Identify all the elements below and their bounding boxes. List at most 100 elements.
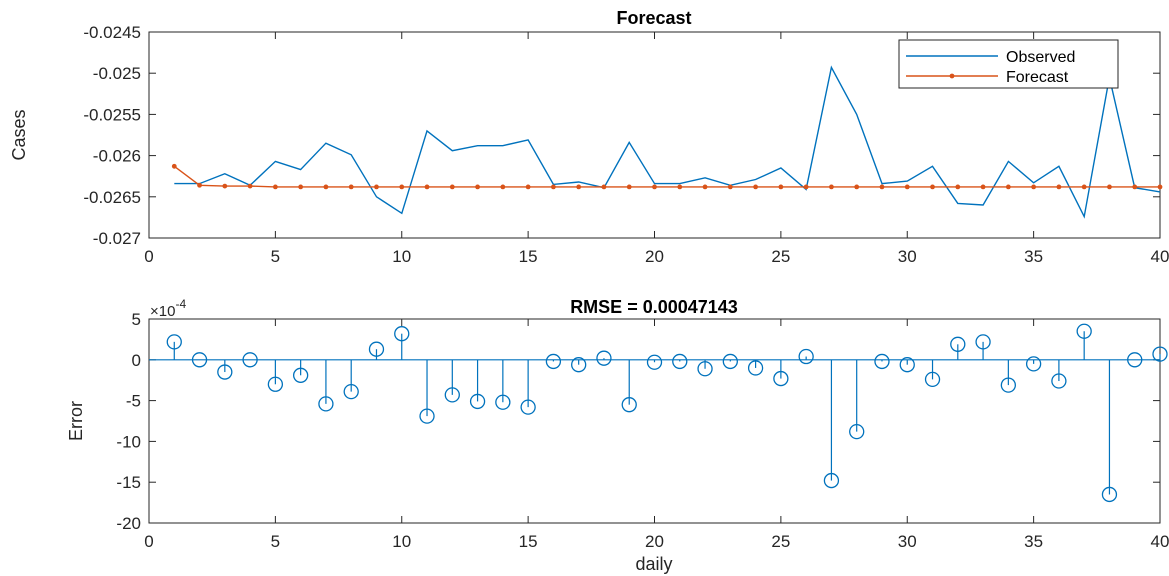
stem-marker: [267, 376, 284, 392]
stem-marker: [849, 423, 865, 440]
forecast-point: [753, 184, 758, 190]
forecast-point: [525, 184, 531, 190]
forecast-point: [1157, 184, 1163, 190]
forecast-point: [551, 184, 556, 190]
error-plot-axes-box: [148, 318, 1161, 524]
y-tick-label: -0.0255: [83, 105, 141, 124]
forecast-point: [424, 184, 430, 190]
stem-marker: [1152, 346, 1168, 362]
forecast-point: [879, 184, 885, 190]
x-tick-label: 10: [392, 532, 411, 551]
stem-marker: [924, 371, 941, 388]
x-tick-label: 0: [144, 247, 153, 266]
forecast-point: [1107, 184, 1112, 190]
stem-marker: [520, 399, 536, 415]
stem-marker: [823, 472, 840, 489]
x-tick-label: 5: [271, 532, 280, 551]
forecast-point: [1031, 184, 1037, 190]
stem-marker: [1000, 377, 1016, 393]
x-tick-label: 0: [144, 532, 153, 551]
stem-marker: [217, 364, 233, 380]
stem-marker: [166, 334, 182, 350]
error-y-axis-label: Error: [66, 401, 86, 441]
stem-marker: [242, 352, 258, 368]
forecast-point: [626, 184, 632, 190]
legend-observed-label: Observed: [1006, 49, 1075, 66]
forecast-point: [374, 184, 379, 190]
x-tick-label: 30: [898, 247, 917, 266]
y-exponent-base: ×10: [150, 303, 175, 320]
y-tick-label: -5: [126, 392, 141, 411]
y-tick-label: 0: [132, 351, 141, 370]
forecast-y-ticks: -0.0245 -0.025 -0.0255 -0.026 -0.0265 -0.027: [83, 23, 1160, 248]
stem-marker: [292, 367, 309, 383]
error-x-axis-label: daily: [635, 554, 672, 574]
x-tick-label: 25: [771, 532, 790, 551]
forecast-point: [854, 184, 860, 190]
forecast-point: [601, 184, 607, 190]
forecast-point: [829, 184, 834, 190]
x-tick-label: 5: [271, 247, 280, 266]
forecast-point: [904, 184, 910, 190]
forecast-point: [1005, 184, 1011, 190]
forecast-point: [1132, 184, 1138, 190]
forecast-point: [930, 184, 935, 190]
error-y-ticks: 5 0 -5 -10 -15 -20: [116, 310, 1160, 533]
x-tick-label: 25: [771, 247, 790, 266]
y-tick-label: 5: [132, 310, 141, 329]
forecast-point: [348, 184, 354, 190]
stem-marker: [1127, 352, 1143, 368]
x-tick-label: 15: [519, 247, 538, 266]
stem-marker: [419, 408, 435, 424]
stem-marker: [444, 387, 460, 403]
legend: Observed Forecast: [898, 39, 1119, 89]
error-plot-title: RMSE = 0.00047143: [570, 297, 738, 317]
forecast-point: [803, 184, 809, 190]
stem-marker: [798, 348, 814, 365]
x-tick-label: 35: [1024, 247, 1043, 266]
forecast-point: [1081, 184, 1087, 190]
y-tick-label: -15: [116, 473, 141, 492]
stem-marker: [722, 353, 738, 370]
legend-forecast-label: Forecast: [1006, 69, 1069, 86]
forecast-plot: Forecast -0.0245-0.025-0.0255-0.026-0.02…: [9, 8, 1169, 266]
stem-marker: [545, 353, 562, 370]
stem-marker: [975, 334, 991, 350]
error-x-ticks: 0 5 10 15 20 25 30 35 40: [144, 319, 1169, 551]
stem-marker: [1051, 373, 1067, 389]
stem-marker: [646, 354, 663, 370]
forecast-point: [1056, 184, 1062, 190]
stem-marker: [773, 370, 789, 387]
forecast-point: [702, 184, 708, 190]
forecast-point: [955, 184, 961, 190]
stem-marker: [318, 396, 334, 412]
forecast-point: [171, 163, 177, 169]
legend-box: [898, 39, 1119, 89]
stem-marker: [1101, 486, 1118, 503]
x-tick-label: 35: [1024, 532, 1043, 551]
y-tick-label: -0.026: [93, 147, 141, 166]
forecast-point: [247, 183, 253, 189]
y-tick-label: -0.027: [93, 229, 141, 248]
forecast-point: [222, 183, 228, 189]
stem-marker: [950, 336, 966, 352]
y-tick-label: -20: [116, 514, 141, 533]
forecast-point: [652, 184, 657, 190]
forecast-point: [323, 184, 329, 190]
x-tick-label: 10: [392, 247, 411, 266]
stem-marker: [1076, 323, 1092, 339]
forecast-point: [727, 184, 733, 190]
stem-marker: [672, 353, 688, 370]
stem-marker: [596, 350, 612, 366]
stem-marker: [495, 394, 511, 410]
stem-marker: [191, 352, 208, 368]
y-tick-label: -0.025: [93, 64, 141, 83]
forecast-point: [272, 184, 278, 190]
stem-marker: [899, 357, 915, 373]
forecast-point: [500, 184, 506, 190]
stem-marker: [621, 397, 637, 413]
y-tick-label: -10: [116, 432, 141, 451]
stem-marker: [874, 353, 890, 370]
